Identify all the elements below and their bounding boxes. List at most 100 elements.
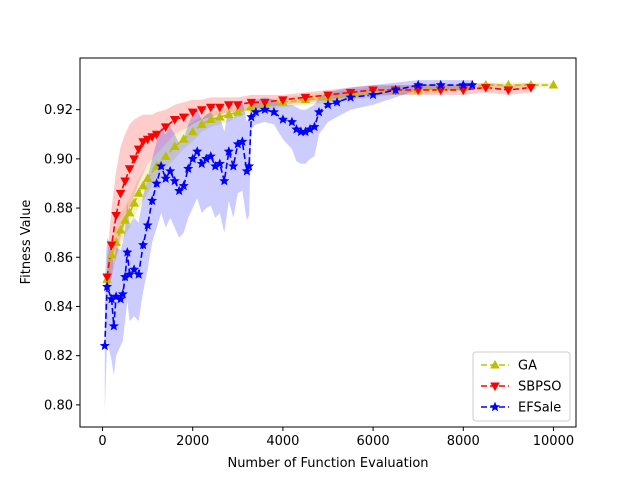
sbpso-marker — [111, 211, 121, 221]
sbpso-marker — [160, 123, 171, 132]
efsale-marker — [259, 104, 270, 114]
efsale-marker — [205, 151, 216, 161]
y-axis-label: Fitness Value — [19, 200, 34, 285]
ga-marker — [133, 188, 144, 197]
sbpso-marker — [246, 98, 257, 108]
legend-label-efsale: EFSale — [518, 401, 561, 416]
ga-marker — [187, 126, 198, 136]
efsale-marker — [331, 96, 343, 107]
y-tick-label: 0.80 — [44, 398, 73, 413]
efsale-marker — [169, 175, 180, 186]
sbpso-marker — [129, 155, 139, 164]
x-tick-label: 4000 — [266, 434, 299, 449]
efsale-marker — [99, 340, 110, 351]
efsale-marker — [122, 247, 133, 257]
y-tick-label: 0.82 — [44, 349, 73, 364]
plot-frame — [79, 57, 577, 428]
legend-label-sbpso: SBPSO — [518, 380, 562, 395]
efsale-marker — [138, 239, 149, 250]
efsale-marker — [467, 79, 478, 90]
legend-label-ga: GA — [518, 359, 537, 374]
efsale-marker — [458, 79, 469, 90]
y-tick-label: 0.86 — [44, 251, 73, 266]
efsale-marker — [228, 160, 239, 171]
x-tick-label: 0 — [98, 434, 106, 449]
sbpso-marker — [115, 189, 126, 199]
legend-marker-efsale — [489, 401, 501, 412]
efsale-marker — [413, 79, 424, 90]
y-tick-label: 0.90 — [44, 152, 73, 167]
efsale-marker — [142, 219, 153, 230]
sbpso-marker — [278, 96, 288, 105]
sbpso-marker — [124, 165, 135, 174]
legend-box — [472, 351, 571, 422]
efsale-marker — [309, 121, 320, 132]
sbpso-marker — [526, 84, 536, 93]
y-tick-label: 0.88 — [44, 202, 73, 217]
legend-marker-ga — [490, 359, 500, 369]
efsale-marker — [277, 114, 288, 124]
efsale-marker — [156, 160, 167, 171]
efsale-marker — [117, 288, 128, 299]
efsale-marker — [151, 178, 162, 188]
ga-marker — [224, 109, 234, 119]
sbpso-marker — [169, 116, 180, 125]
efsale-marker — [368, 89, 379, 100]
y-tick-label: 0.84 — [44, 300, 73, 315]
x-tick-label: 6000 — [357, 434, 390, 449]
efsale-marker — [108, 320, 119, 331]
efsale-marker — [345, 92, 356, 102]
sbpso-marker — [138, 138, 148, 147]
sbpso-marker — [120, 177, 130, 187]
efsale-marker — [124, 269, 135, 279]
sbpso-marker — [233, 101, 243, 110]
sbpso-marker — [323, 91, 333, 101]
efsale-marker — [268, 106, 279, 117]
efsale-marker — [322, 99, 334, 110]
efsale-marker — [237, 136, 248, 146]
ga-marker — [115, 225, 126, 234]
sbpso-marker — [178, 113, 189, 123]
legend-marker-sbpso — [490, 382, 500, 392]
y-tick-label: 0.92 — [44, 103, 73, 118]
ga-marker — [120, 215, 130, 224]
efsale-marker — [187, 153, 198, 164]
efsale-band — [104, 80, 473, 413]
efsale-marker — [165, 165, 176, 176]
efsale-marker — [214, 158, 225, 169]
x-tick-label: 2000 — [176, 434, 209, 449]
ga-marker — [169, 141, 180, 151]
efsale-marker — [313, 106, 325, 117]
efsale-marker — [174, 185, 185, 196]
sbpso-marker — [300, 93, 311, 103]
sbpso-marker — [205, 103, 216, 113]
efsale-marker — [246, 111, 257, 122]
sbpso-marker — [481, 84, 491, 93]
sbpso-marker — [151, 130, 162, 140]
x-tick-label: 10000 — [533, 434, 574, 449]
confidence-bands — [104, 80, 554, 413]
ga-marker — [214, 111, 225, 121]
efsale-marker — [435, 79, 446, 90]
efsale-marker — [244, 160, 255, 171]
ga-marker — [548, 79, 559, 89]
sbpso-marker — [147, 133, 157, 142]
efsale-marker — [223, 146, 234, 156]
sbpso-marker — [503, 86, 514, 96]
efsale-marker — [129, 264, 140, 274]
sbpso-marker — [133, 145, 144, 155]
efsale-marker — [390, 84, 401, 95]
sbpso-marker — [187, 108, 198, 118]
sbpso-marker — [260, 98, 270, 108]
ga-marker — [106, 249, 117, 259]
ga-marker — [178, 134, 189, 143]
ga-marker — [196, 119, 207, 128]
efsale-marker — [219, 175, 230, 186]
x-axis-ticks: 0 2000 4000 6000 8000 10000 — [98, 427, 574, 449]
efsale-marker — [286, 116, 297, 127]
efsale-marker — [115, 293, 126, 304]
efsale-marker — [196, 158, 207, 169]
x-tick-label: 8000 — [447, 434, 480, 449]
ga-marker — [138, 180, 148, 190]
ga-marker — [160, 151, 171, 160]
